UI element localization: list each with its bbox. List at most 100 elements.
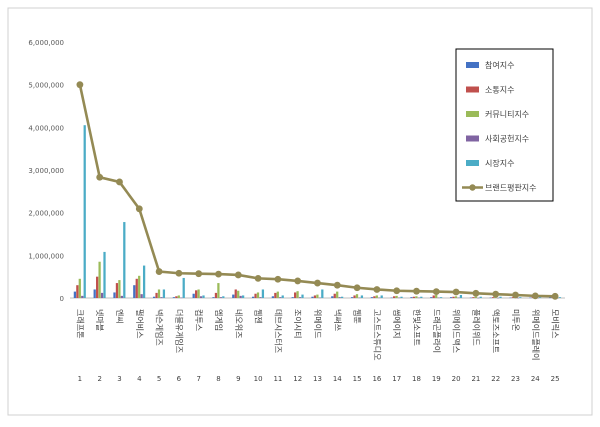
line-point-19 — [432, 288, 440, 295]
category-label: 플레이위드 — [471, 309, 481, 346]
bar-5-9 — [241, 295, 245, 298]
category-label: 액토즈소프트 — [491, 309, 501, 353]
bar-4-20 — [457, 297, 460, 299]
bar-1-3 — [113, 292, 116, 298]
bar-3-12 — [296, 291, 299, 298]
bar-5-17 — [400, 296, 403, 298]
bar-2-16 — [373, 296, 376, 298]
bar-3-1 — [78, 278, 81, 298]
rank-label: 8 — [216, 375, 220, 383]
bar-1-22 — [489, 297, 492, 299]
category-label: 넷마블 — [95, 309, 105, 331]
bar-3-19 — [435, 295, 438, 298]
rank-label: 17 — [392, 375, 401, 383]
category-label: 드래곤플라이 — [432, 309, 442, 353]
bar-5-2 — [103, 251, 106, 298]
bar-2-3 — [115, 283, 119, 298]
rank-label: 20 — [452, 375, 461, 383]
bar-2-11 — [274, 292, 277, 298]
bar-5-5 — [162, 289, 166, 298]
bar-3-3 — [118, 280, 121, 298]
bar-1-25 — [548, 297, 552, 299]
bar-3-7 — [197, 289, 200, 298]
y-tick-label: 3,000,000 — [28, 167, 64, 175]
legend-swatch — [466, 135, 479, 142]
bar-3-6 — [177, 295, 180, 298]
bar-1-1 — [73, 291, 77, 298]
legend-swatch — [466, 62, 479, 68]
bar-5-21 — [479, 296, 482, 298]
bar-3-15 — [355, 294, 359, 298]
bar-4-5 — [160, 297, 163, 298]
rank-label: 6 — [177, 375, 182, 383]
rank-label: 12 — [293, 375, 302, 383]
bar-2-22 — [492, 297, 495, 298]
bar-4-11 — [279, 297, 282, 298]
category-label: 모비릭스 — [551, 309, 561, 338]
line-point-22 — [492, 290, 500, 298]
bar-2-18 — [412, 296, 416, 298]
rank-label: 21 — [471, 375, 480, 383]
line-point-16 — [373, 286, 381, 293]
rank-label: 25 — [551, 375, 560, 383]
category-label: 웹툰 — [353, 309, 362, 324]
legend-box — [455, 48, 554, 202]
bar-4-21 — [477, 297, 480, 299]
bar-1-13 — [311, 296, 314, 298]
category-label: 넥써쓰 — [333, 309, 343, 331]
legend-label: 소통지수 — [485, 86, 514, 95]
bar-5-16 — [380, 295, 383, 298]
legend-label: 커뮤니티지수 — [485, 109, 529, 119]
bar-2-5 — [155, 292, 158, 298]
category-label: 컴투스 — [194, 309, 203, 331]
bar-1-7 — [192, 293, 195, 298]
bar-1-2 — [93, 289, 96, 298]
category-label: 네오위즈 — [234, 309, 243, 338]
bar-1-8 — [212, 297, 215, 298]
line-point-4 — [135, 205, 143, 213]
legend-swatch — [466, 111, 479, 117]
category-label: 미투온 — [511, 309, 520, 331]
legend-label: 시장지수 — [485, 158, 514, 168]
bar-4-12 — [298, 297, 302, 298]
line-point-15 — [353, 284, 361, 292]
bar-series-group — [73, 125, 562, 299]
bar-5-8 — [222, 296, 225, 298]
bar-4-1 — [81, 295, 84, 298]
bar-1-5 — [152, 296, 156, 298]
bar-4-15 — [358, 297, 361, 299]
bar-4-13 — [318, 297, 321, 299]
rank-label: 23 — [511, 375, 520, 383]
y-tick-label: 4,000,000 — [28, 124, 64, 132]
line-point-20 — [452, 288, 460, 296]
rank-label: 11 — [273, 375, 282, 383]
line-point-18 — [413, 287, 420, 295]
category-label: 조이시티 — [293, 309, 303, 338]
bar-1-15 — [350, 297, 354, 298]
bar-2-12 — [294, 292, 297, 298]
bar-1-18 — [410, 297, 413, 298]
bar-4-19 — [437, 297, 440, 299]
category-label: 한빛소프트 — [412, 309, 422, 346]
rank-label: 16 — [372, 375, 381, 383]
bar-2-6 — [175, 296, 178, 298]
bar-1-23 — [509, 297, 512, 299]
line-point-6 — [175, 269, 183, 277]
bar-3-18 — [415, 296, 418, 298]
bar-1-20 — [449, 297, 453, 298]
bar-5-13 — [321, 289, 324, 298]
legend-label: 브랜드평판지수 — [485, 183, 537, 193]
bar-4-4 — [140, 294, 143, 298]
bar-3-2 — [98, 261, 101, 298]
line-point-12 — [294, 277, 302, 285]
bar-2-2 — [96, 276, 99, 298]
bar-2-7 — [195, 290, 198, 298]
bar-1-6 — [172, 297, 176, 298]
line-point-14 — [333, 281, 341, 289]
rank-label: 4 — [137, 375, 142, 383]
bar-5-6 — [182, 277, 185, 298]
bar-1-16 — [370, 297, 374, 298]
line-point-3 — [116, 178, 123, 186]
line-point-17 — [393, 287, 401, 295]
